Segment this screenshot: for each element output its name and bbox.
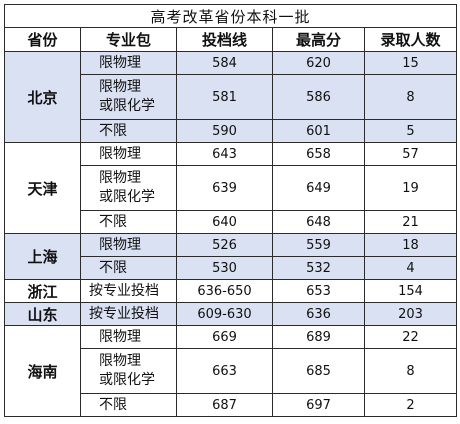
province-cell: 北京 <box>4 51 81 143</box>
province-cell: 浙江 <box>4 279 81 303</box>
header-highest: 最高分 <box>272 27 365 52</box>
package-cell: 限物理 <box>80 233 177 257</box>
package-line: 或限化学 <box>99 98 155 114</box>
table-row: 浙江 按专业投档 636-650 653 154 <box>4 279 457 303</box>
cutoff-cell: 643 <box>176 142 273 166</box>
table-row: 不限 530 532 4 <box>5 256 457 280</box>
table-title-row: 高考改革省份本科一批 <box>4 4 457 28</box>
cutoff-cell: 609-630 <box>176 302 273 326</box>
cutoff-cell: 663 <box>176 348 273 394</box>
package-cell: 限物理 <box>80 142 177 166</box>
highest-cell: 559 <box>272 233 365 257</box>
admitted-cell: 15 <box>364 51 457 75</box>
package-cell: 限物理 或限化学 <box>80 165 177 211</box>
package-cell: 按专业投档 <box>80 302 177 326</box>
table-row: 限物理 或限化学 639 649 19 <box>5 165 457 211</box>
highest-cell: 636 <box>272 302 365 326</box>
highest-cell: 697 <box>272 393 365 417</box>
admitted-cell: 203 <box>364 302 457 326</box>
province-cell: 上海 <box>4 233 81 280</box>
admitted-cell: 2 <box>364 393 457 417</box>
highest-cell: 532 <box>272 256 365 280</box>
cutoff-cell: 639 <box>176 165 273 211</box>
cutoff-cell: 640 <box>176 210 273 234</box>
admitted-cell: 154 <box>364 279 457 303</box>
province-cell: 海南 <box>4 325 81 417</box>
province-cell: 山东 <box>4 302 81 326</box>
admitted-cell: 5 <box>364 119 457 143</box>
table-title: 高考改革省份本科一批 <box>4 4 457 28</box>
highest-cell: 586 <box>272 74 365 120</box>
table-row: 限物理 或限化学 663 685 8 <box>5 348 457 394</box>
cutoff-cell: 687 <box>176 393 273 417</box>
header-package: 专业包 <box>80 27 177 52</box>
package-cell: 限物理 <box>80 325 177 349</box>
package-line: 或限化学 <box>99 189 155 205</box>
highest-cell: 653 <box>272 279 365 303</box>
admitted-cell: 19 <box>364 165 457 211</box>
cutoff-cell: 526 <box>176 233 273 257</box>
package-cell: 不限 <box>80 256 177 280</box>
cutoff-cell: 584 <box>176 51 273 75</box>
package-cell: 不限 <box>80 393 177 417</box>
table-container: 高考改革省份本科一批 省份 专业包 投档线 最高分 录取人数 北京 限物理 58… <box>4 4 457 417</box>
admitted-cell: 57 <box>364 142 457 166</box>
highest-cell: 649 <box>272 165 365 211</box>
table-row: 北京 限物理 584 620 15 <box>4 51 457 143</box>
package-line: 限物理 <box>99 170 141 186</box>
admitted-cell: 21 <box>364 210 457 234</box>
header-row: 省份 专业包 投档线 最高分 录取人数 <box>4 27 457 52</box>
highest-cell: 685 <box>272 348 365 394</box>
highest-cell: 648 <box>272 210 365 234</box>
table-row: 天津 限物理 643 658 57 <box>4 142 457 234</box>
header-admitted: 录取人数 <box>364 27 457 52</box>
table-row: 不限 640 648 21 <box>5 210 457 234</box>
admitted-cell: 18 <box>364 233 457 257</box>
header-province: 省份 <box>4 27 81 52</box>
cutoff-cell: 581 <box>176 74 273 120</box>
package-line: 限物理 <box>99 79 141 95</box>
package-cell: 不限 <box>80 119 177 143</box>
package-cell: 不限 <box>80 210 177 234</box>
package-line: 限物理 <box>99 353 141 369</box>
highest-cell: 689 <box>272 325 365 349</box>
table-row: 限物理 或限化学 581 586 8 <box>5 74 457 120</box>
admission-table: 高考改革省份本科一批 省份 专业包 投档线 最高分 录取人数 北京 限物理 58… <box>4 4 457 417</box>
table-row: 山东 按专业投档 609-630 636 203 <box>4 302 457 326</box>
highest-cell: 601 <box>272 119 365 143</box>
table-row: 海南 限物理 669 689 22 <box>4 325 457 417</box>
package-cell: 限物理 <box>80 51 177 75</box>
highest-cell: 620 <box>272 51 365 75</box>
header-cutoff: 投档线 <box>176 27 273 52</box>
highest-cell: 658 <box>272 142 365 166</box>
province-cell: 天津 <box>4 142 81 234</box>
cutoff-cell: 590 <box>176 119 273 143</box>
admitted-cell: 22 <box>364 325 457 349</box>
package-cell: 限物理 或限化学 <box>80 74 177 120</box>
cutoff-cell: 530 <box>176 256 273 280</box>
package-line: 或限化学 <box>99 372 155 388</box>
cutoff-cell: 669 <box>176 325 273 349</box>
admitted-cell: 4 <box>364 256 457 280</box>
table-row: 不限 687 697 2 <box>5 393 457 417</box>
cutoff-cell: 636-650 <box>176 279 273 303</box>
package-cell: 按专业投档 <box>80 279 177 303</box>
package-cell: 限物理 或限化学 <box>80 348 177 394</box>
table-row: 上海 限物理 526 559 18 <box>4 233 457 280</box>
admitted-cell: 8 <box>364 348 457 394</box>
admitted-cell: 8 <box>364 74 457 120</box>
